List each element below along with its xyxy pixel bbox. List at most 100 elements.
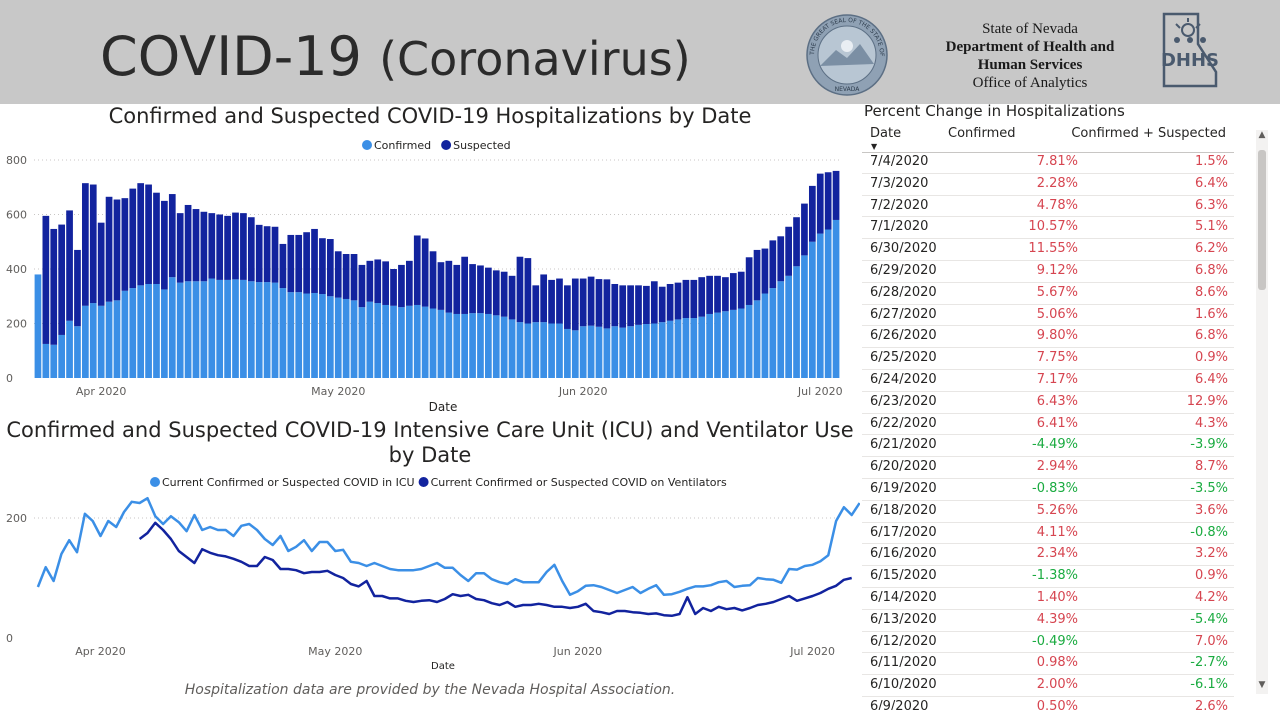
cell-date: 6/15/2020 [870,568,937,584]
sort-descending-icon[interactable]: ▼ [871,142,878,151]
bar-confirmed [295,292,303,378]
table-row[interactable]: 7/4/2020 7.81% 1.5% [862,152,1234,174]
bar-suspected [808,185,816,242]
bar-suspected [255,224,263,283]
bar-suspected [216,214,224,280]
cell-confirmed: -4.49% [1032,437,1078,453]
table-row[interactable]: 6/24/2020 7.17% 6.4% [862,370,1234,392]
table-scrollbar[interactable]: ▲ ▼ [1256,130,1268,694]
bar-confirmed [824,229,832,378]
table-header: Date ▼ Confirmed Confirmed + Suspected [862,124,1234,153]
table-row[interactable]: 6/29/2020 9.12% 6.8% [862,261,1234,283]
table-row[interactable]: 6/12/2020 -0.49% 7.0% [862,632,1234,654]
bar-suspected [832,170,840,220]
bar-suspected [785,226,792,276]
table-row[interactable]: 6/27/2020 5.06% 1.6% [862,305,1234,327]
bar-confirmed [485,313,492,378]
bar-confirmed [571,330,579,378]
column-header-confirmed[interactable]: Confirmed [948,126,1016,141]
cell-confirmed-suspected: 3.2% [1194,546,1228,562]
cell-confirmed: 5.26% [1036,502,1078,518]
bar-confirmed [208,278,216,378]
bar-confirmed [224,279,231,378]
cell-confirmed: 6.41% [1036,415,1078,431]
x-tick-label: Apr 2020 [75,645,126,658]
table-row[interactable]: 6/11/2020 0.98% -2.7% [862,653,1234,676]
bar-suspected [737,271,745,309]
bar-suspected [129,188,137,289]
scroll-up-icon[interactable]: ▲ [1258,130,1266,140]
cell-confirmed-suspected: -0.8% [1190,524,1228,540]
table-row[interactable]: 6/30/2020 11.55% 6.2% [862,239,1234,261]
table-row[interactable]: 7/3/2020 2.28% 6.4% [862,174,1234,196]
cell-date: 6/20/2020 [870,459,937,475]
bar-suspected [777,236,785,282]
header-banner: COVID-19 (Coronavirus) THE GREAT SEAL OF… [0,0,1280,104]
chart-hospitalizations: Confirmed Suspected 0 200 400 600 800 Apr 2020 M… [6,139,843,414]
table-row[interactable]: 6/28/2020 5.67% 8.6% [862,283,1234,305]
bar-confirmed [137,285,145,378]
y-tick-label: 200 [6,512,27,525]
table-row[interactable]: 6/15/2020 -1.38% 0.9% [862,566,1234,588]
cell-confirmed-suspected: -5.4% [1190,611,1228,627]
scrollbar-thumb[interactable] [1258,150,1266,290]
cell-date: 6/17/2020 [870,524,937,540]
bar-confirmed [176,282,184,378]
bar-suspected [279,243,287,289]
bar-suspected [232,212,239,280]
table-row[interactable]: 6/14/2020 1.40% 4.2% [862,588,1234,610]
table-row[interactable]: 6/22/2020 6.41% 4.3% [862,414,1234,436]
bar-confirmed [587,325,595,378]
table-row[interactable]: 6/18/2020 5.26% 3.6% [862,501,1234,523]
bar-confirmed [682,318,690,378]
cell-date: 6/29/2020 [870,262,937,278]
cell-confirmed-suspected: 0.9% [1194,568,1228,584]
column-header-confirmed-suspected[interactable]: Confirmed + Suspected [1071,126,1226,141]
agency-line-department: Department of Health and [945,39,1115,55]
bar-confirmed [113,300,121,378]
bar-confirmed [311,292,318,378]
table-row[interactable]: 7/2/2020 4.78% 6.3% [862,196,1234,218]
bar-confirmed [200,281,208,378]
table-row[interactable]: 6/23/2020 6.43% 12.9% [862,392,1234,414]
bar-confirmed [342,298,350,378]
cell-confirmed: -1.38% [1032,568,1078,584]
table-row[interactable]: 6/26/2020 9.80% 6.8% [862,326,1234,349]
scroll-down-icon[interactable]: ▼ [1258,680,1266,690]
table-row[interactable]: 6/25/2020 7.75% 0.9% [862,348,1234,370]
table-row[interactable]: 6/13/2020 4.39% -5.4% [862,610,1234,632]
x-axis-label: Date [429,400,458,414]
cell-date: 6/14/2020 [870,589,937,605]
table-row[interactable]: 6/21/2020 -4.49% -3.9% [862,435,1234,458]
cell-confirmed: 11.55% [1028,241,1078,257]
cell-confirmed: 2.00% [1036,677,1078,693]
table-row[interactable]: 6/20/2020 2.94% 8.7% [862,457,1234,479]
bar-confirmed [548,323,555,378]
table-row[interactable]: 6/9/2020 0.50% 2.6% [862,697,1234,710]
cell-confirmed-suspected: 6.3% [1194,197,1228,213]
bar-suspected [287,234,295,293]
table-row[interactable]: 6/16/2020 2.34% 3.2% [862,544,1234,567]
bar-confirmed [524,323,532,378]
bar-suspected [729,273,737,310]
bar-suspected [793,217,800,267]
bar-confirmed [89,303,97,378]
agency-line-office: Office of Analytics [972,75,1088,91]
bar-confirmed [793,266,800,378]
legend-label-ventilators: Current Confirmed or Suspected COVID on … [431,476,727,489]
table-row[interactable]: 6/17/2020 4.11% -0.8% [862,523,1234,545]
bar-suspected [82,183,89,306]
bar-suspected [690,279,698,319]
cell-confirmed: 7.81% [1036,154,1078,169]
table-row[interactable]: 6/10/2020 2.00% -6.1% [862,675,1234,697]
column-header-date[interactable]: Date [870,126,902,141]
table-row[interactable]: 6/19/2020 -0.83% -3.5% [862,479,1234,501]
table-row[interactable]: 7/1/2020 10.57% 5.1% [862,217,1234,240]
bar-confirmed [374,303,382,378]
bar-confirmed [469,313,476,378]
bar-suspected [303,232,310,294]
cell-date: 6/27/2020 [870,306,937,322]
bar-suspected [516,256,524,323]
y-tick-label: 800 [6,154,27,167]
bar-confirmed [706,313,713,378]
